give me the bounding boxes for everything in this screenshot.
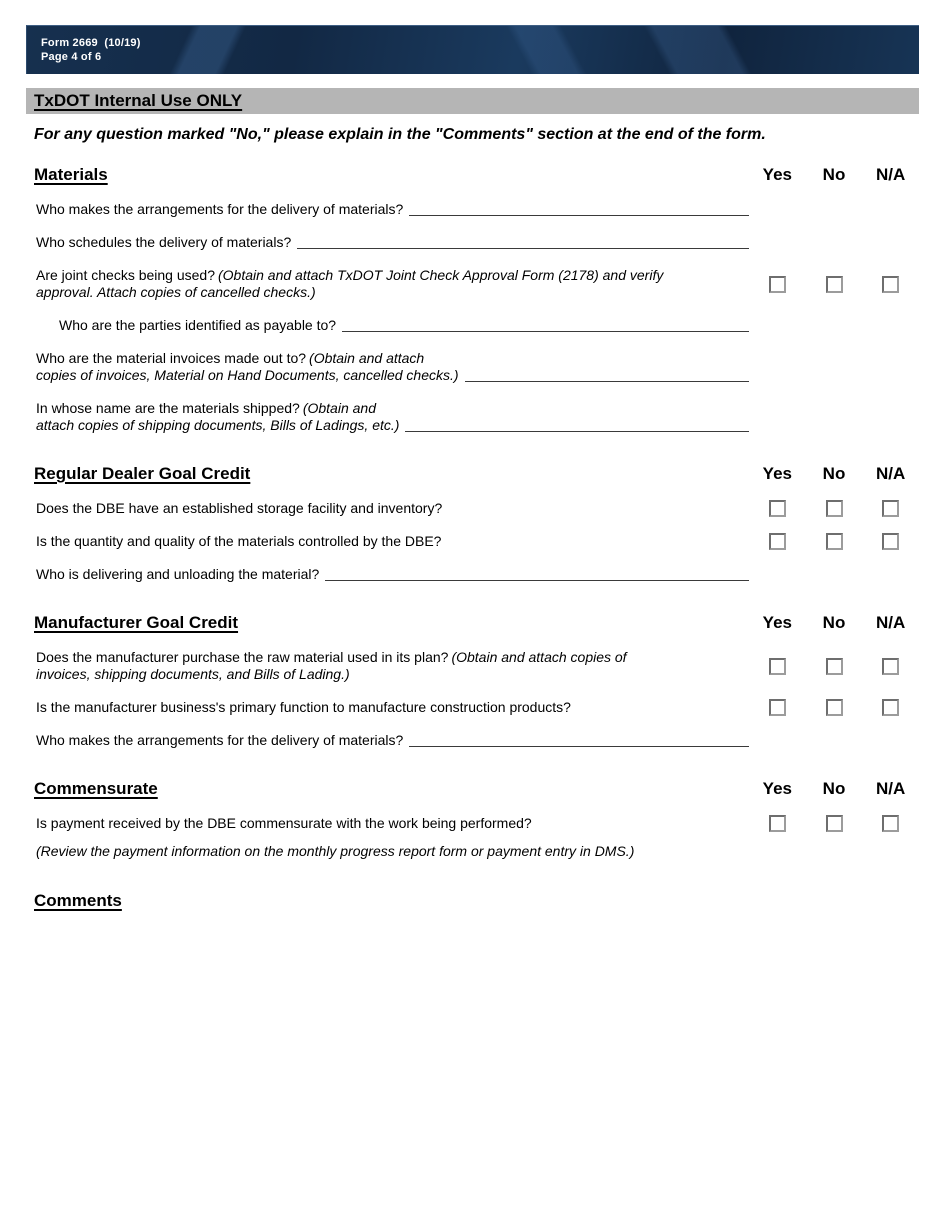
checkbox-no[interactable] [825, 815, 843, 832]
question-row: Who are the parties identified as payabl… [26, 317, 919, 334]
checkbox-yes[interactable] [768, 500, 786, 517]
question-text: Are joint checks being used? [36, 267, 215, 283]
col-header-yes: Yes [762, 165, 792, 184]
section-title: Regular Dealer Goal Credit [34, 464, 251, 483]
question-text: Does the DBE have an established storage… [36, 500, 443, 516]
page-number: Page 4 of 6 [41, 51, 102, 63]
question-row: In whose name are the materials shipped?… [26, 400, 919, 434]
form-page: Form 2669 (10/19) Page 4 of 6 TxDOT Inte… [26, 25, 919, 911]
col-header-na: N/A [876, 779, 906, 798]
question-row: Is payment received by the DBE commensur… [26, 815, 919, 832]
question-row: Is the manufacturer business's primary f… [26, 699, 919, 716]
question-note: (Obtain and attach TxDOT Joint Check App… [36, 267, 664, 300]
question-text: Is the quantity and quality of the mater… [36, 533, 442, 549]
answer-line[interactable] [409, 746, 749, 747]
col-header-no: No [822, 165, 846, 184]
question-row: Who schedules the delivery of materials? [26, 234, 919, 251]
question-row: Are joint checks being used? (Obtain and … [26, 267, 919, 301]
answer-line[interactable] [297, 248, 749, 249]
col-header-no: No [822, 779, 846, 798]
question-row: Does the manufacturer purchase the raw m… [26, 649, 919, 683]
checkbox-yes[interactable] [768, 699, 786, 716]
section-comments: Comments [26, 891, 919, 911]
checkbox-no[interactable] [825, 657, 843, 675]
question-text: Who makes the arrangements for the deliv… [36, 732, 404, 748]
question-row: Does the DBE have an established storage… [26, 500, 919, 517]
question-note: (Obtain and attach copies of shipping do… [36, 400, 400, 433]
column-headers: Yes No N/A [749, 613, 919, 633]
answer-line[interactable] [405, 431, 749, 432]
section-header: Commensurate Yes No N/A [26, 779, 919, 799]
question-text: Who are the material invoices made out t… [36, 350, 307, 366]
question-row: Who is delivering and unloading the mate… [26, 566, 919, 583]
checkbox-no[interactable] [825, 275, 843, 293]
section-title: Materials [34, 165, 108, 184]
section-header: Regular Dealer Goal Credit Yes No N/A [26, 464, 919, 484]
checkbox-na[interactable] [882, 500, 900, 517]
section-header: Manufacturer Goal Credit Yes No N/A [26, 613, 919, 633]
column-headers: Yes No N/A [749, 165, 919, 185]
checkbox-na[interactable] [882, 815, 900, 832]
section-materials: Materials Yes No N/A Who makes the arran… [26, 165, 919, 434]
answer-line[interactable] [325, 580, 749, 581]
checkbox-area [749, 657, 919, 675]
column-headers: Yes No N/A [749, 779, 919, 799]
checkbox-area [749, 815, 919, 832]
section-regular-dealer: Regular Dealer Goal Credit Yes No N/A Do… [26, 464, 919, 583]
question-text: Who schedules the delivery of materials? [36, 234, 292, 250]
internal-use-title: TxDOT Internal Use ONLY [34, 91, 243, 110]
question-text: In whose name are the materials shipped? [36, 400, 300, 416]
checkbox-na[interactable] [882, 533, 900, 550]
section-title: Manufacturer Goal Credit [34, 613, 239, 632]
section-commensurate: Commensurate Yes No N/A Is payment recei… [26, 779, 919, 860]
question-text: Is the manufacturer business's primary f… [36, 699, 571, 715]
col-header-na: N/A [876, 464, 906, 483]
checkbox-na[interactable] [882, 657, 900, 675]
checkbox-yes[interactable] [768, 275, 786, 293]
question-row: Who makes the arrangements for the deliv… [26, 732, 919, 749]
comments-title: Comments [34, 891, 122, 910]
question-note: (Obtain and attach copies of invoices, M… [36, 350, 459, 383]
checkbox-na[interactable] [882, 275, 900, 293]
question-text: Does the manufacturer purchase the raw m… [36, 649, 449, 665]
answer-line[interactable] [464, 381, 749, 382]
col-header-yes: Yes [762, 613, 792, 632]
col-header-no: No [822, 464, 846, 483]
checkbox-area [749, 533, 919, 550]
answer-line[interactable] [342, 331, 749, 332]
instruction-text: For any question marked "No," please exp… [34, 126, 766, 143]
section-footnote: (Review the payment information on the m… [36, 843, 635, 859]
question-note: (Obtain and attach copies of invoices, s… [36, 649, 627, 682]
checkbox-no[interactable] [825, 533, 843, 550]
section-header: Materials Yes No N/A [26, 165, 919, 185]
answer-line[interactable] [409, 215, 749, 216]
question-row: Who makes the arrangements for the deliv… [26, 201, 919, 218]
checkbox-na[interactable] [882, 699, 900, 716]
question-row: Who are the material invoices made out t… [26, 350, 919, 384]
checkbox-area [749, 275, 919, 293]
col-header-na: N/A [876, 165, 906, 184]
internal-use-bar: TxDOT Internal Use ONLY [26, 88, 919, 114]
question-row: Is the quantity and quality of the mater… [26, 533, 919, 550]
checkbox-area [749, 699, 919, 716]
section-manufacturer: Manufacturer Goal Credit Yes No N/A Does… [26, 613, 919, 749]
checkbox-no[interactable] [825, 500, 843, 517]
column-headers: Yes No N/A [749, 464, 919, 484]
question-text: Who makes the arrangements for the deliv… [36, 201, 404, 217]
form-number: Form 2669 (10/19) [41, 37, 141, 49]
section-title: Commensurate [34, 779, 158, 798]
question-text: Is payment received by the DBE commensur… [36, 815, 532, 831]
col-header-na: N/A [876, 613, 906, 632]
col-header-no: No [822, 613, 846, 632]
checkbox-yes[interactable] [768, 657, 786, 675]
checkbox-area [749, 500, 919, 517]
col-header-yes: Yes [762, 464, 792, 483]
question-text: Who is delivering and unloading the mate… [36, 566, 320, 582]
checkbox-yes[interactable] [768, 533, 786, 550]
checkbox-yes[interactable] [768, 815, 786, 832]
header-banner: Form 2669 (10/19) Page 4 of 6 [26, 25, 919, 74]
checkbox-no[interactable] [825, 699, 843, 716]
col-header-yes: Yes [762, 779, 792, 798]
question-text: Who are the parties identified as payabl… [59, 317, 337, 333]
